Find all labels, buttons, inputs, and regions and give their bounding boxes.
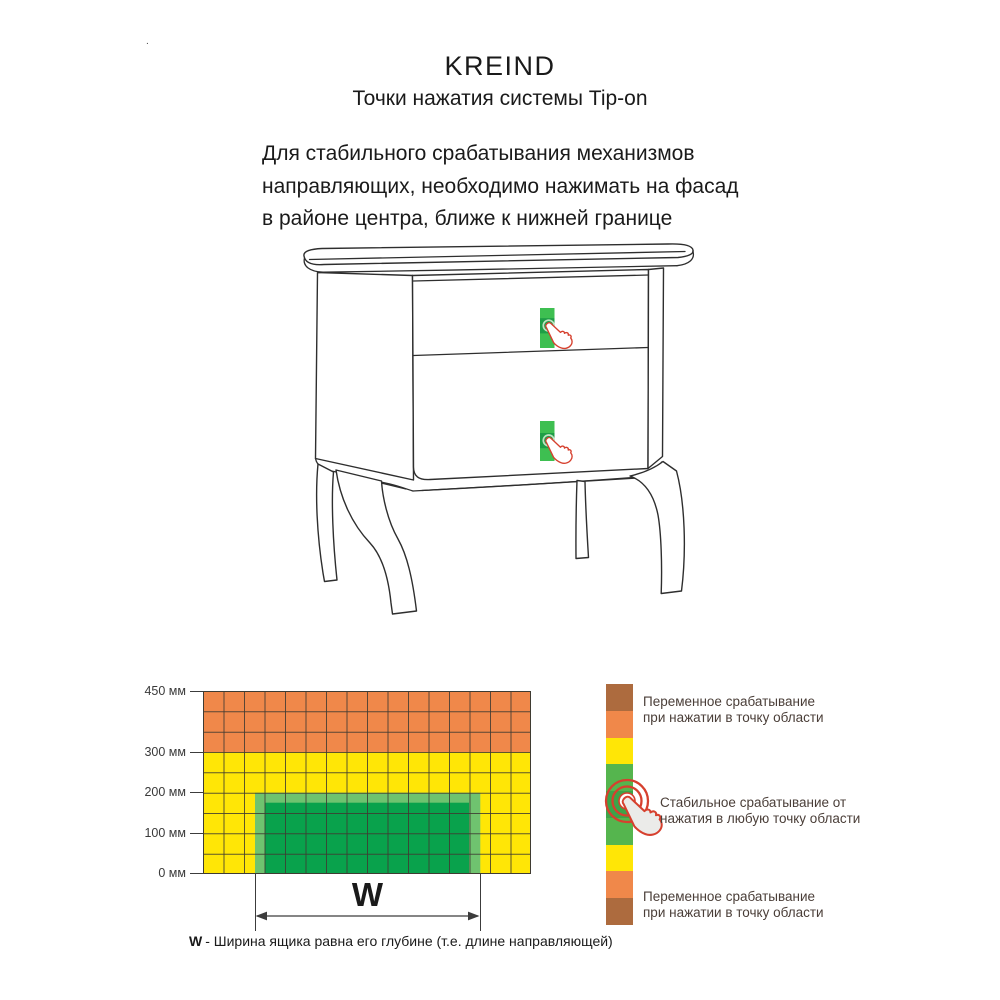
chart-footnote: W- Ширина ящика равна его глубине (т.е. … <box>189 933 613 949</box>
tick-mark <box>190 873 203 875</box>
ytick-450: 450 мм <box>144 683 186 698</box>
nightstand-top <box>303 243 695 273</box>
legend-segment-orange <box>606 871 633 899</box>
tick-mark <box>190 833 203 835</box>
legend-line: Стабильное срабатывание от <box>660 795 847 810</box>
description-line: в районе центра, ближе к нижней границе <box>262 207 673 230</box>
pressure-zone-grid <box>203 691 531 874</box>
page-title: Точки нажатия системы Tip-on <box>352 87 648 110</box>
legend-color-bar <box>606 684 633 926</box>
stray-dot: . <box>146 36 149 47</box>
nightstand-legs <box>315 460 686 615</box>
legend-entry-middle: Стабильное срабатывание от нажатия в люб… <box>660 795 860 826</box>
footnote-w: W <box>189 933 203 949</box>
brand-title: KREIND <box>444 51 556 81</box>
tap-hand-icon <box>604 778 663 836</box>
drawer-divider-line <box>412 346 649 357</box>
legend-segment-orange <box>606 710 633 738</box>
ytick-100: 100 мм <box>144 826 186 840</box>
ytick-200: 200 мм <box>144 785 186 799</box>
dimension-extension-line-right <box>479 874 481 931</box>
dimension-extension-line-left <box>255 874 257 931</box>
legend-line: Переменное срабатывание <box>643 889 816 904</box>
description-line: Для стабильного срабатывания механизмов <box>262 142 695 165</box>
legend-entry-bottom: Переменное срабатывание при нажатии в то… <box>643 889 824 920</box>
nightstand-illustration <box>303 243 695 615</box>
description-line: направляющих, необходимо нажимать на фас… <box>262 174 739 198</box>
tick-mark <box>190 751 203 753</box>
legend-line: при нажатии в точку области <box>643 709 824 725</box>
footnote-text: - Ширина ящика равна его глубине (т.е. д… <box>205 933 613 949</box>
legend-line: Переменное срабатывание <box>643 694 816 709</box>
legend-entry-top: Переменное срабатывание при нажатии в то… <box>643 694 824 725</box>
legend-segment-yellow <box>606 737 633 765</box>
ytick-300: 300 мм <box>144 744 186 759</box>
press-indicator-bottom-drawer <box>540 421 573 464</box>
description-paragraph: Для стабильного срабатывания механизмов … <box>262 138 739 236</box>
legend-line: при нажатии в точку области <box>643 904 824 920</box>
legend-segment-brown <box>606 898 633 926</box>
legend-line: нажатия в любую точку области <box>660 810 861 826</box>
tick-mark <box>190 792 203 794</box>
legend-segment-yellow <box>606 844 633 872</box>
ytick-0: 0 мм <box>158 866 186 880</box>
nightstand-body <box>314 267 665 481</box>
tick-mark <box>190 690 203 692</box>
press-indicator-top-drawer <box>540 308 573 350</box>
legend-segment-brown <box>606 684 633 711</box>
width-dimension-label: W <box>351 876 384 913</box>
dimension-arrow <box>255 911 480 921</box>
